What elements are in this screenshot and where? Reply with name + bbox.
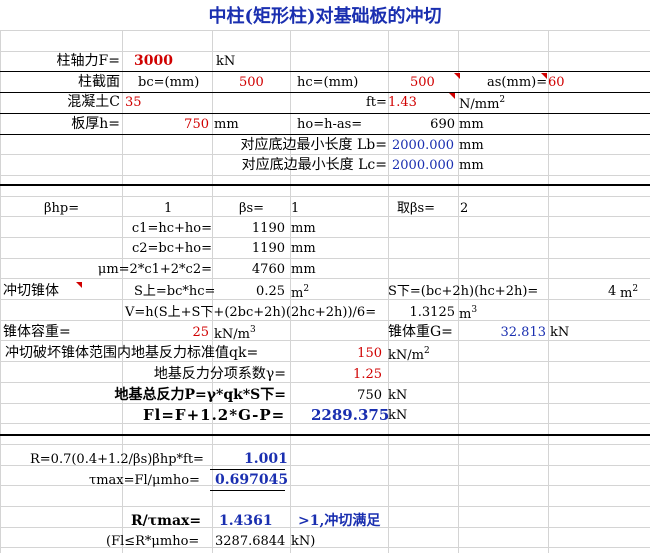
beta-hp-label: βhp= [44,201,80,216]
volume-label: V=h(S上+S下+(2bc+2h)(2hc+2h))/6= [125,305,377,320]
total-reaction-unit: kN [388,388,408,403]
as-label: as(mm)= [487,75,548,90]
tau-max-value: 0.697045 [215,472,289,488]
beta-hp-value: 1 [164,201,173,216]
ho-unit: mm [459,117,484,132]
input-underline [0,113,650,114]
input-underline [0,134,650,135]
volume-unit: m3 [459,305,478,323]
qk-unit: kN/m2 [388,346,430,364]
fl-label: Fl=F+1.2*G-P= [143,406,286,424]
result-underline [210,490,285,491]
concrete-grade-label: 混凝土C [67,94,120,110]
cone-weight-value: 32.813 [500,325,547,340]
axial-force-value[interactable]: 3000 [134,53,173,69]
um-label: μm=2*c1+2*c2= [97,262,212,277]
fl-check-label: (Fl≤R*μmho= [106,534,200,549]
ratio-label: R/τmax= [131,513,202,529]
lc-label: 对应底边最小长度 Lc= [241,157,387,173]
axial-force-label: 柱轴力F= [56,53,120,69]
cone-weight-label: 锥体重G= [388,324,453,340]
punching-result: >1,冲切满足 [298,513,381,529]
s-bot-label: S下=(bc+2h)(hc+2h)= [388,284,539,299]
beta-s-take-value: 2 [460,201,469,216]
s-top-label: S上=bc*hc= [134,284,216,299]
s-bot-unit: m2 [620,284,639,302]
tau-max-label: τmax=Fl/μmho= [89,473,200,488]
c2-label: c2=bc+ho= [131,241,212,256]
ratio-value: 1.4361 [219,513,273,529]
hc-value[interactable]: 500 [410,75,435,90]
qk-label: 冲切破坏锥体范围内地基反力标准值qk= [5,345,259,361]
beta-s-label: βs= [239,201,265,216]
comment-marker [541,73,547,79]
beta-s-value: 1 [291,201,300,216]
lc-unit: mm [459,158,484,173]
cone-label: 冲切锥体 [3,283,59,299]
ft-value[interactable]: 1.43 [388,95,417,110]
c1-value: 1190 [251,221,285,236]
c1-label: c1=hc+ho= [131,221,212,236]
total-reaction-label: 地基总反力P=γ*qk*S下= [114,387,286,403]
lb-value: 2000.000 [392,138,455,153]
slab-thickness-value[interactable]: 750 [184,117,209,132]
cone-weight-unit: kN [550,325,570,340]
c2-value: 1190 [251,241,285,256]
resistance-value: 1.001 [244,451,288,467]
ft-unit: N/mm2 [459,95,506,113]
qk-value[interactable]: 150 [357,346,382,361]
comment-marker [449,93,455,99]
slab-thickness-label: 板厚h= [71,116,120,132]
page-title: 中柱(矩形柱)对基础板的冲切 [208,6,442,27]
slab-thickness-unit: mm [214,117,239,132]
column-section-label: 柱截面 [78,74,120,90]
s-top-unit: m2 [291,284,310,302]
lc-value: 2000.000 [392,158,455,173]
fl-check-unit: kN) [291,534,316,549]
ft-label: ft= [366,95,387,110]
gamma-value[interactable]: 1.25 [353,367,382,382]
bc-label: bc=(mm) [138,75,200,90]
concrete-grade-value[interactable]: 35 [125,95,142,110]
ho-label: ho=h-as= [297,117,363,132]
gamma-label: 地基反力分项系数γ= [153,366,286,382]
comment-marker [76,282,82,288]
um-value: 4760 [251,262,285,277]
ho-value: 690 [430,117,455,132]
result-underline [210,469,285,470]
fl-value: 2289.375 [311,406,390,424]
input-underline [0,92,650,93]
input-underline [0,71,650,72]
um-unit: mm [291,262,316,277]
bc-value[interactable]: 500 [239,75,264,90]
fl-check-value: 3287.6844 [215,534,286,549]
hc-label: hc=(mm) [297,75,359,90]
resistance-label: R=0.7(0.4+1.2/βs)βhp*ft= [30,452,204,467]
total-reaction-value: 750 [357,388,382,403]
c1-unit: mm [291,221,316,236]
lb-unit: mm [459,138,484,153]
density-label: 锥体容重= [3,324,71,340]
fl-unit: kN [388,408,408,423]
section-divider [0,434,650,436]
c2-unit: mm [291,241,316,256]
as-value[interactable]: 60 [548,75,565,90]
comment-marker [454,73,460,79]
section-divider [0,184,650,186]
axial-force-unit: kN [216,54,236,69]
density-unit: kN/m3 [214,325,256,343]
volume-value: 1.3125 [409,305,456,320]
lb-label: 对应底边最小长度 Lb= [240,137,387,153]
beta-s-take-label: 取βs= [397,201,436,216]
s-top-value: 0.25 [256,284,285,299]
s-bot-value: 4 [608,284,617,299]
density-value[interactable]: 25 [192,325,209,340]
